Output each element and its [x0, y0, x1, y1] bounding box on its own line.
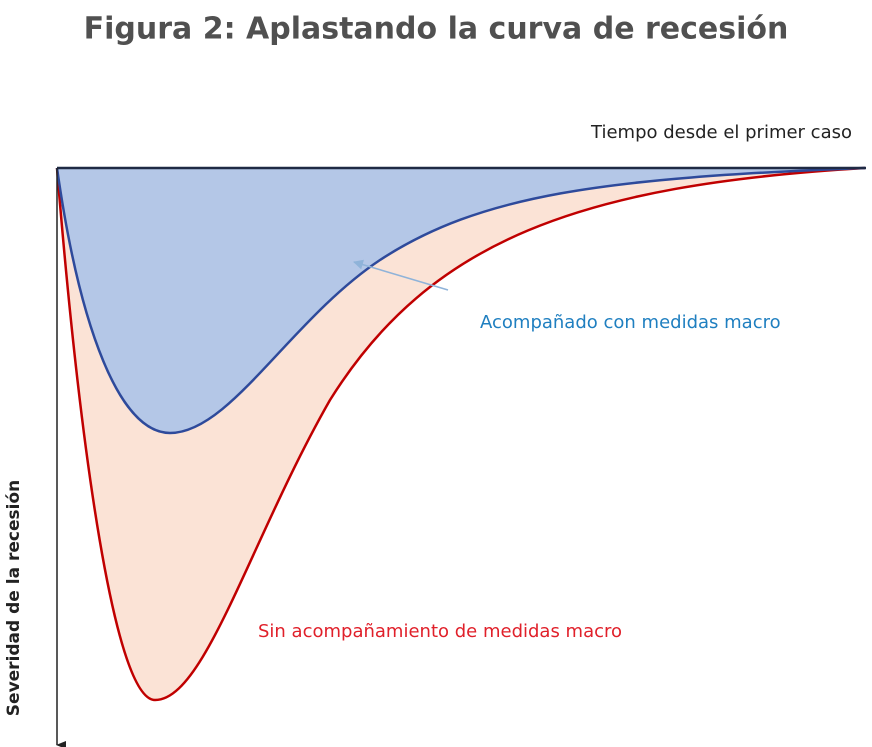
red-curve — [55, 166, 866, 702]
title: Figura 2: Aplastando la curva de recesió… — [84, 12, 789, 47]
annotation-arrow — [353, 259, 449, 291]
x-axis-label: Tiempo desde el primer caso — [590, 122, 852, 143]
annotation-label: Acompañado con medidas macro — [480, 312, 781, 333]
y-axis-label: Severidad de la recesión — [4, 480, 24, 716]
blue-area — [57, 168, 865, 433]
blue-curve — [55, 166, 866, 435]
annotation-label: Sin acompañamiento de medidas macro — [258, 621, 622, 642]
